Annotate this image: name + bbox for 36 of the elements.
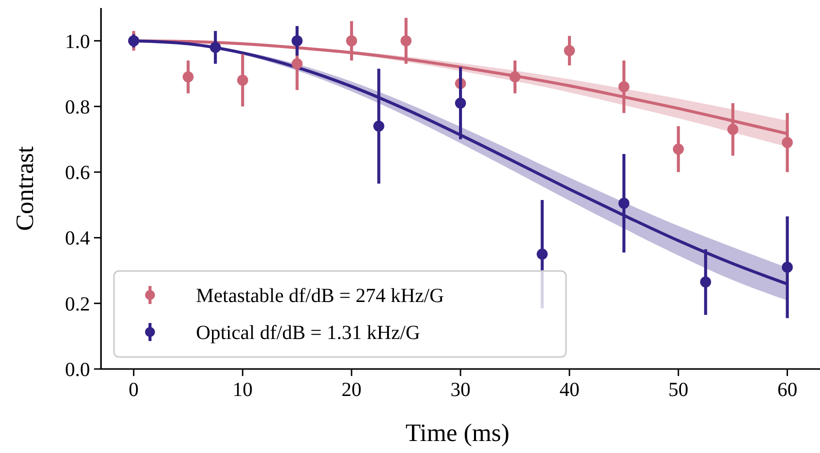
y-tick-label: 0.8 [65,96,90,118]
point [618,81,630,92]
point [455,98,466,109]
point [292,58,303,70]
y-tick-label: 0.6 [65,162,90,184]
x-tick-label: 30 [450,379,470,401]
point [700,276,712,288]
y-axis-title: Contrast [12,146,39,231]
point [292,35,303,46]
point [782,262,793,273]
legend-label: Metastable df/dB = 274 kHz/G [196,285,444,307]
point [782,137,793,148]
legend-label: Optical df/dB = 1.31 kHz/G [196,322,420,344]
x-tick-label: 60 [777,379,798,401]
x-tick-label: 40 [559,379,580,401]
point [727,124,738,135]
point [536,248,548,260]
point [210,42,221,53]
x-tick-label: 20 [342,379,362,401]
y-tick-label: 1.0 [65,30,90,53]
x-axis-title: Time (ms) [406,420,510,447]
point [509,71,520,82]
point [618,198,630,209]
point [672,144,684,155]
y-tick-label: 0.4 [65,228,90,250]
y-tick-label: 0.2 [65,293,90,316]
x-tick-label: 0 [128,379,139,401]
point [182,71,194,82]
x-tick-label: 10 [232,379,253,401]
point [346,35,358,46]
y-tick-label: 0.0 [65,359,90,381]
x-tick-label: 50 [668,379,688,401]
point [373,120,384,132]
point [237,74,248,86]
point [564,45,575,56]
point [400,35,412,46]
